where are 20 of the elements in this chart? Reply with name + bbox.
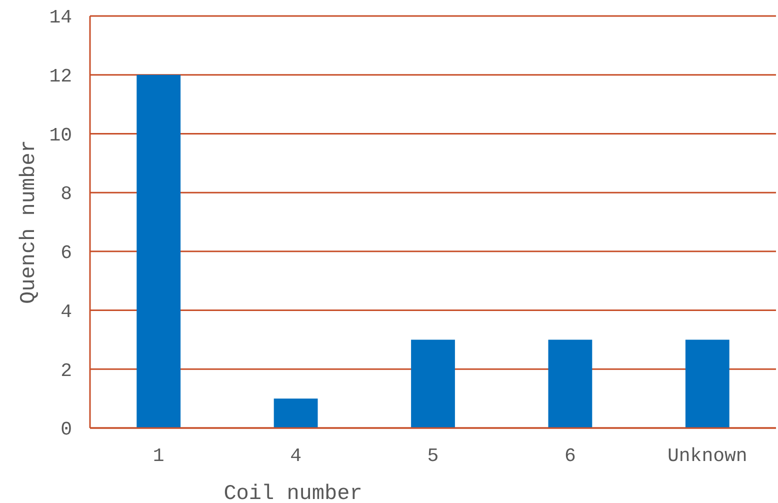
bar bbox=[685, 340, 730, 428]
y-tick-label: 10 bbox=[49, 124, 72, 146]
y-axis-title: Quench number bbox=[18, 140, 41, 304]
bar bbox=[136, 74, 181, 428]
y-tick-label: 14 bbox=[49, 6, 72, 29]
x-tick-label: 5 bbox=[427, 445, 439, 467]
x-tick-label: 1 bbox=[152, 445, 164, 467]
bar bbox=[411, 340, 455, 428]
y-tick-label: 8 bbox=[60, 183, 72, 206]
y-tick-label: 12 bbox=[49, 66, 72, 88]
bar bbox=[274, 398, 318, 428]
y-tick-label: 2 bbox=[60, 360, 72, 382]
y-tick-label: 0 bbox=[60, 418, 72, 441]
x-tick-label: Unknown bbox=[667, 445, 748, 467]
x-tick-label: 6 bbox=[564, 445, 576, 467]
y-tick-label: 6 bbox=[60, 242, 72, 264]
x-tick-label: 4 bbox=[290, 445, 302, 467]
y-tick-label: 4 bbox=[60, 300, 72, 323]
x-axis-title: Coil number bbox=[224, 483, 362, 503]
bar bbox=[548, 340, 592, 428]
